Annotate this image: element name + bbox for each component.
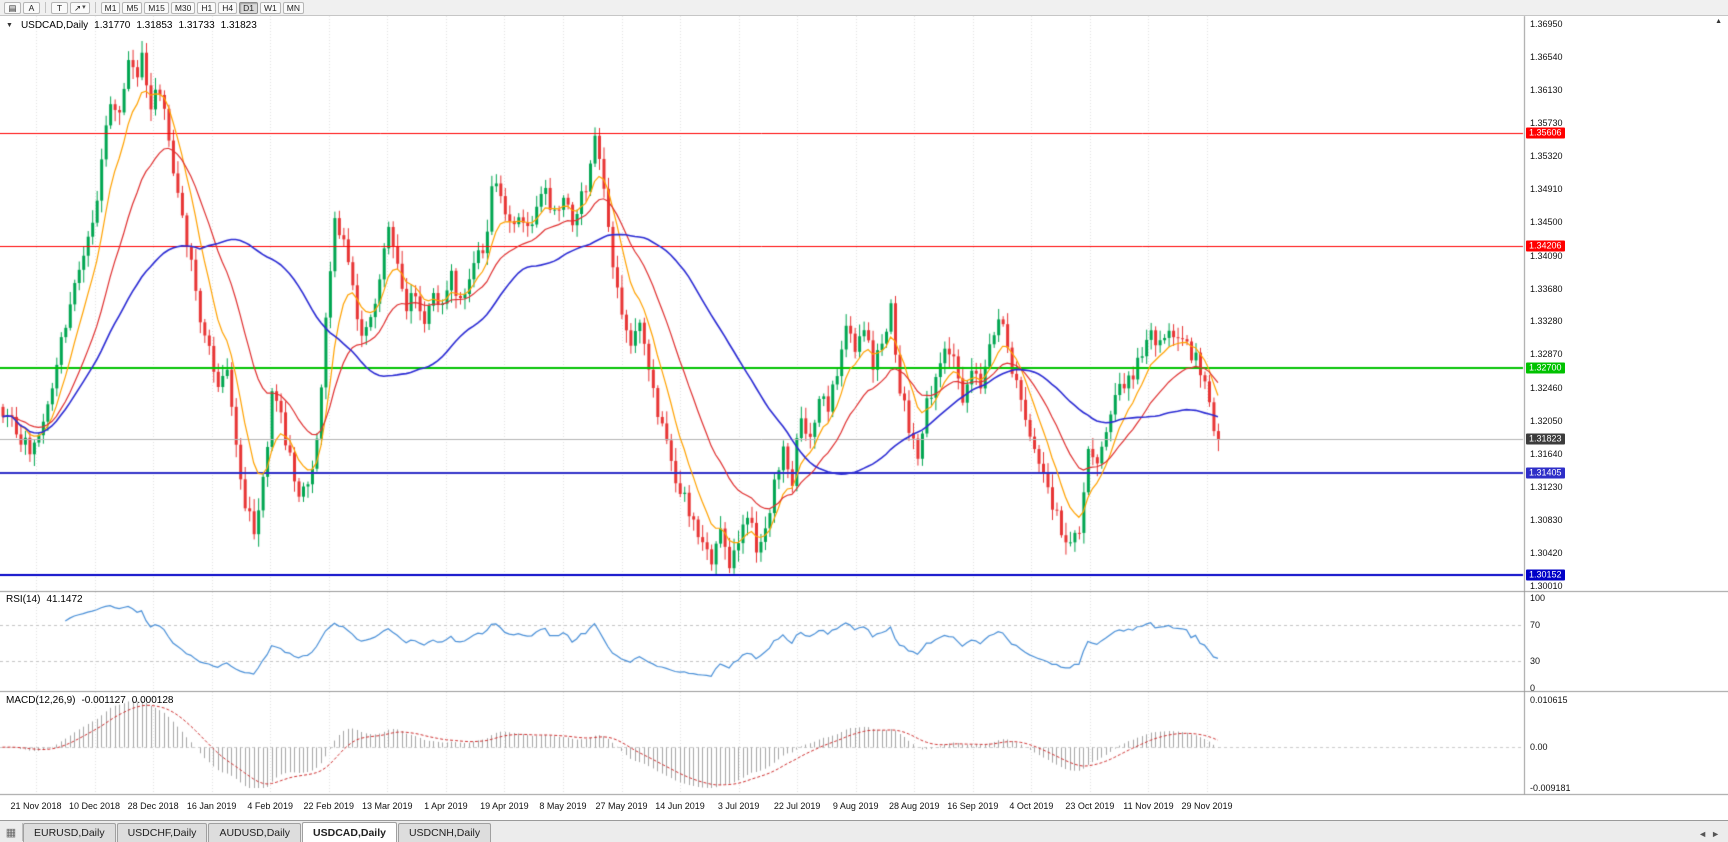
high-value: 1.31853 [136, 20, 173, 31]
close-value: 1.31823 [220, 20, 257, 31]
macd-label: MACD(12,26,9) [6, 695, 76, 706]
tab-usdcad[interactable]: USDCAD,Daily [302, 822, 397, 842]
low-value: 1.31733 [178, 20, 215, 31]
timeframe-d1[interactable]: D1 [239, 1, 258, 14]
timeframe-h4[interactable]: H4 [218, 1, 238, 14]
timeframe-m1[interactable]: M1 [100, 1, 121, 14]
tab-eurusd[interactable]: EURUSD,Daily [23, 823, 116, 842]
timeframe-h1[interactable]: H1 [197, 1, 217, 14]
tab-scroll-arrows: ◄ ► [1698, 829, 1728, 839]
scroll-right-icon[interactable]: ► [1711, 829, 1720, 839]
timeframe-m15[interactable]: M15 [144, 1, 169, 14]
scroll-up-icon[interactable]: ▲ [1715, 18, 1722, 25]
tab-usdcnh[interactable]: USDCNH,Daily [397, 823, 492, 842]
symbol-period-label: USDCAD,Daily [20, 20, 89, 31]
toolbar: ▤ A T ↗ ▾ M1 M5 M15 M30 H1 H4 D1 W1 MN [0, 0, 1728, 16]
toolbar-separator [94, 2, 96, 13]
toolbar-separator [45, 2, 46, 13]
timeframe-m30[interactable]: M30 [170, 1, 196, 14]
chart-ohlc-header: ▼ USDCAD,Daily 1.31770 1.31853 1.31733 1… [6, 20, 257, 31]
collapse-arrow-icon[interactable]: ▼ [6, 22, 13, 29]
chevron-down-icon: ▾ [82, 3, 86, 11]
tile-windows-icon[interactable]: ▦ [0, 823, 23, 841]
macd-signal-value: 0.000128 [131, 695, 174, 706]
rsi-header: RSI(14) 41.1472 [6, 594, 83, 605]
macd-header: MACD(12,26,9) -0.001127 0.000128 [6, 695, 173, 706]
timeframe-w1[interactable]: W1 [259, 1, 281, 14]
tab-usdchf[interactable]: USDCHF,Daily [116, 823, 208, 842]
charts-menu-icon[interactable]: ▤ [4, 1, 21, 14]
draw-tool-dropdown[interactable]: ↗ ▾ [70, 1, 90, 14]
text-tool-button[interactable]: T [51, 1, 68, 14]
scroll-left-icon[interactable]: ◄ [1698, 829, 1708, 839]
macd-main-value: -0.001127 [81, 695, 126, 706]
chart-tab-bar: ▦ EURUSD,Daily USDCHF,Daily AUDUSD,Daily… [0, 820, 1728, 842]
rsi-value: 41.1472 [46, 594, 83, 605]
timeframe-m5[interactable]: M5 [122, 1, 143, 14]
timeframe-mn[interactable]: MN [282, 1, 304, 14]
annotate-button[interactable]: A [23, 1, 40, 14]
draw-tool-icon: ↗ [74, 2, 82, 13]
open-value: 1.31770 [94, 20, 131, 31]
tab-audusd[interactable]: AUDUSD,Daily [208, 823, 302, 842]
rsi-label: RSI(14) [6, 594, 41, 605]
